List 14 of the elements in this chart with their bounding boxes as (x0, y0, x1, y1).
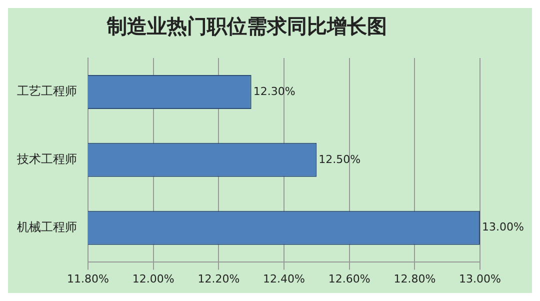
data-label: 12.50% (318, 152, 361, 166)
x-tick-label: 11.80% (67, 272, 109, 286)
chart-title: 制造业热门职位需求同比增长图 (106, 14, 387, 38)
y-tick-label: 工艺工程师 (17, 84, 77, 98)
data-label: 12.30% (253, 84, 296, 98)
data-label: 13.00% (482, 220, 524, 234)
x-tick-label: 12.40% (263, 272, 305, 286)
y-tick-label: 技术工程师 (16, 152, 77, 166)
x-tick-label: 12.00% (132, 272, 174, 286)
x-tick-label: 13.00% (459, 272, 501, 286)
y-tick-label: 机械工程师 (17, 220, 77, 234)
x-tick-label: 12.80% (394, 272, 436, 286)
x-tick-label: 12.60% (328, 272, 370, 286)
x-tick-label: 12.20% (198, 272, 240, 286)
